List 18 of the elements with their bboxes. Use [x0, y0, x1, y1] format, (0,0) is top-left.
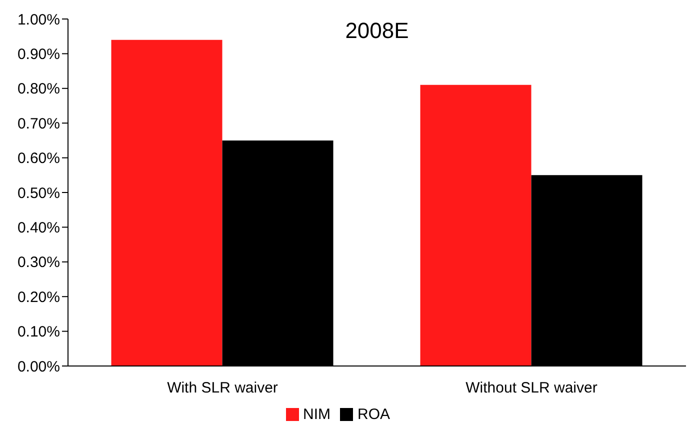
legend-label: NIM: [302, 406, 330, 423]
bar: [111, 40, 222, 366]
bar: [420, 84, 532, 366]
y-tick-label: 0.70%: [17, 115, 60, 132]
legend-label: ROA: [357, 406, 390, 423]
y-tick-label: 0.60%: [17, 150, 60, 168]
chart-title: 2008E: [344, 18, 410, 44]
x-tick-label: Without SLR waiver: [466, 380, 598, 397]
x-tick-label: With SLR waiver: [167, 380, 278, 397]
y-tick-label: 0.20%: [17, 288, 60, 306]
y-tick-label: 0.30%: [17, 254, 60, 272]
y-tick-label: 0.50%: [17, 184, 60, 202]
y-tick-label: 0.90%: [17, 46, 60, 64]
y-tick-label: 0.80%: [17, 80, 60, 98]
y-tick-label: 1.00%: [17, 11, 60, 28]
y-tick-label: 0.00%: [17, 358, 60, 376]
y-tick-label: 0.10%: [17, 324, 60, 341]
y-tick-label: 0.40%: [17, 220, 60, 237]
